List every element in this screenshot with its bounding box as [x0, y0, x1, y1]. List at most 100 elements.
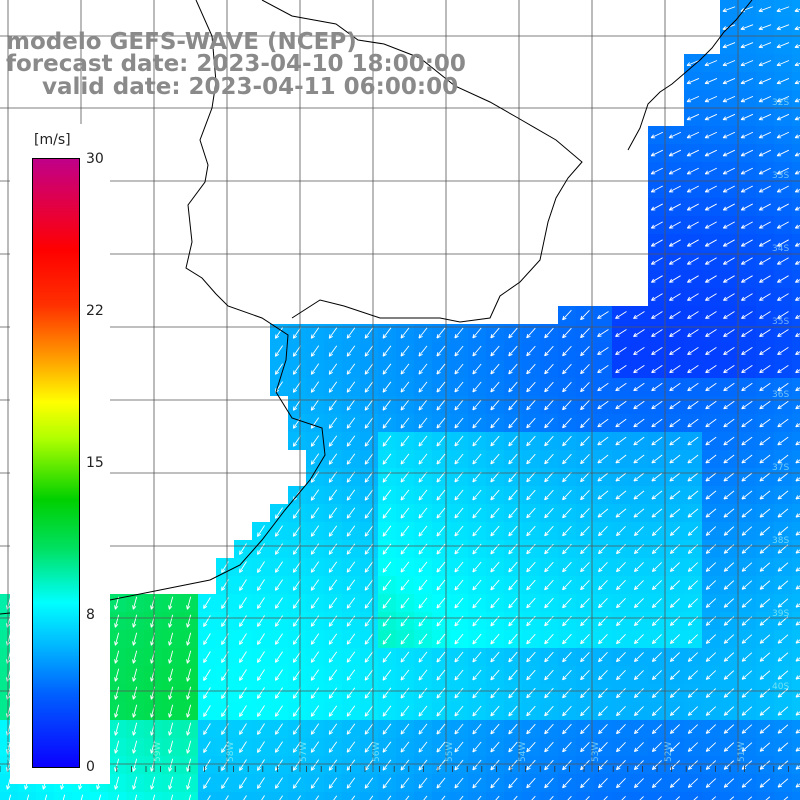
wind-arrow — [795, 332, 800, 337]
wind-arrow — [382, 597, 392, 609]
wind-arrow — [310, 471, 320, 483]
wind-arrow — [759, 490, 771, 500]
wind-cell — [792, 648, 800, 666]
wind-arrow — [777, 562, 789, 572]
wind-arrow — [705, 688, 717, 698]
wind-arrow — [544, 633, 554, 645]
wind-arrow — [400, 579, 410, 591]
wind-cell — [792, 234, 800, 252]
wind-arrow — [490, 723, 500, 735]
wind-arrow — [562, 435, 572, 447]
wind-arrow — [310, 453, 320, 465]
wind-arrow — [723, 688, 735, 698]
wind-arrow — [759, 760, 771, 770]
wind-arrow — [203, 705, 211, 717]
wind-arrow — [454, 777, 464, 789]
wind-arrow — [292, 417, 302, 429]
wind-arrow — [794, 8, 800, 13]
wind-cell — [792, 306, 800, 324]
wind-arrow — [418, 561, 428, 573]
wind-arrow — [203, 777, 211, 789]
wind-arrow — [292, 561, 302, 573]
wind-cell — [54, 792, 72, 800]
wind-arrow — [580, 345, 590, 357]
wind-arrow — [328, 543, 338, 555]
wind-arrow — [794, 98, 800, 103]
wind-arrow — [758, 60, 772, 67]
wind-arrow — [346, 363, 356, 375]
lat-label: 34S — [772, 244, 789, 254]
wind-arrow — [544, 723, 554, 735]
wind-arrow — [274, 669, 283, 681]
wind-arrow — [616, 580, 626, 591]
wind-arrow — [364, 741, 374, 753]
wind-arrow — [597, 311, 609, 319]
wind-cell — [792, 252, 800, 270]
wind-arrow — [759, 778, 771, 788]
wind-cell — [792, 342, 800, 360]
wind-arrow — [364, 489, 374, 501]
wind-arrow — [382, 669, 392, 681]
wind-arrow — [472, 669, 482, 681]
wind-arrow — [508, 345, 518, 357]
wind-arrow — [580, 327, 590, 339]
wind-arrow — [346, 561, 356, 573]
wind-arrow — [472, 363, 482, 375]
wind-arrow — [777, 724, 789, 734]
wind-arrow — [436, 723, 446, 735]
wind-arrow — [705, 706, 717, 716]
wind-arrow — [436, 417, 446, 429]
wind-arrow — [526, 723, 536, 735]
wind-cell — [792, 504, 800, 522]
wind-arrow — [526, 507, 536, 519]
wind-arrow — [759, 652, 771, 662]
wind-arrow — [669, 652, 680, 662]
wind-arrow — [639, 796, 644, 800]
wind-arrow — [776, 203, 789, 211]
wind-arrow — [687, 257, 699, 265]
lat-label: 38S — [772, 536, 789, 546]
wind-arrow — [418, 597, 428, 609]
wind-arrow — [615, 472, 627, 482]
wind-arrow — [795, 585, 800, 590]
wind-arrow — [686, 203, 699, 211]
wind-arrow — [669, 688, 680, 698]
wind-arrow — [777, 688, 789, 698]
wind-arrow — [759, 293, 771, 301]
wind-arrow — [544, 489, 554, 501]
wind-arrow — [364, 543, 374, 555]
wind-cell — [792, 612, 800, 630]
wind-cell — [378, 792, 396, 800]
wind-arrow — [597, 382, 609, 392]
wind-arrow — [562, 777, 572, 789]
wind-arrow — [310, 381, 320, 393]
wind-arrow — [292, 525, 302, 537]
wind-arrow — [616, 670, 626, 681]
wind-arrow — [687, 652, 699, 662]
wind-arrow — [669, 508, 681, 518]
wind-arrow — [328, 687, 338, 699]
wind-arrow — [310, 669, 320, 681]
wind-arrow — [364, 471, 374, 483]
wind-arrow — [651, 724, 662, 734]
wind-arrow — [436, 579, 446, 591]
wind-cell — [126, 792, 144, 800]
wind-arrow — [436, 345, 446, 357]
wind-arrow — [651, 526, 662, 536]
wind-arrow — [562, 399, 572, 411]
wind-arrow — [328, 669, 338, 681]
wind-arrow — [794, 170, 800, 175]
wind-arrow — [633, 347, 645, 356]
wind-cell — [756, 792, 774, 800]
wind-arrow — [794, 116, 800, 121]
wind-arrow — [292, 615, 302, 627]
wind-arrow — [400, 453, 410, 465]
wind-arrow — [705, 293, 717, 301]
wind-arrow — [346, 579, 356, 591]
wind-arrow — [687, 580, 699, 590]
wind-arrow — [723, 329, 735, 337]
wind-arrow — [722, 131, 736, 139]
coastline — [0, 0, 753, 615]
wind-arrow — [364, 723, 374, 735]
wind-arrow — [616, 688, 626, 699]
